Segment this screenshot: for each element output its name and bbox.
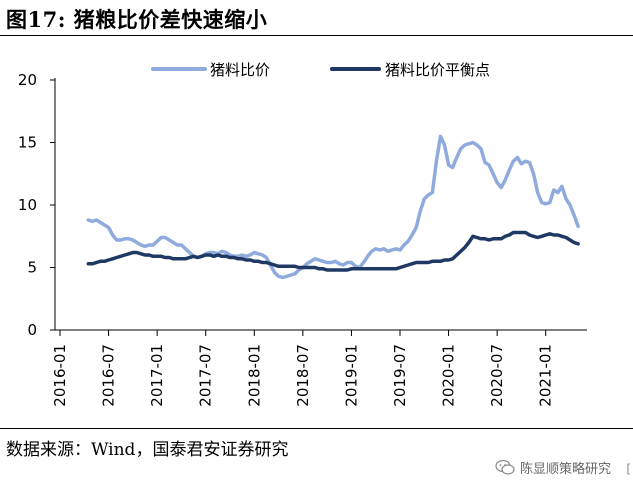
edge-mark: [	[626, 462, 631, 476]
y-tick-label: 0	[27, 321, 37, 339]
x-tick-label: 2018-01	[245, 344, 263, 407]
legend-label-price-ratio: 猪料比价	[210, 61, 270, 79]
x-tick-label: 2019-01	[342, 344, 360, 407]
legend-label-balance-point: 猪料比价平衡点	[385, 61, 490, 79]
y-tick-label: 15	[18, 134, 37, 152]
x-tick-label: 2016-07	[100, 344, 118, 407]
series-line-balance-point	[86, 230, 580, 272]
source-note: 数据来源：Wind，国泰君安证券研究	[6, 440, 289, 460]
legend: 猪料比价 猪料比价平衡点	[151, 61, 490, 79]
x-tick-label: 2016-01	[51, 344, 69, 407]
y-tick-label: 20	[18, 71, 37, 89]
y-axis: 0 5 10 15 20	[18, 71, 56, 339]
y-tick-label: 5	[27, 259, 37, 277]
wechat-icon	[495, 460, 515, 475]
line-chart: 猪料比价 猪料比价平衡点 0 5 10 15 20 2016-01 2016-07 2017…	[18, 61, 587, 407]
x-tick-label: 2021-01	[537, 344, 555, 407]
x-tick-label: 2017-07	[197, 344, 215, 407]
series-layer	[86, 134, 580, 280]
title-divider	[0, 35, 633, 36]
y-tick-label: 10	[18, 196, 37, 214]
figure-title: 图17: 猪粮比价差快速缩小	[6, 7, 268, 32]
x-tick-label: 2017-01	[148, 344, 166, 407]
x-tick-label: 2019-07	[391, 344, 409, 407]
series-line-price-ratio	[86, 134, 580, 280]
x-tick-label: 2020-07	[488, 344, 506, 407]
x-tick-label: 2020-01	[440, 344, 458, 407]
x-tick-label: 2018-07	[294, 344, 312, 407]
x-axis: 2016-01 2016-07 2017-01 2017-07 2018-01 2018-…	[51, 329, 587, 407]
source-divider	[0, 428, 633, 429]
watermark: 陈显顺策略研究	[495, 458, 611, 477]
watermark-text: 陈显顺策略研究	[519, 462, 611, 477]
